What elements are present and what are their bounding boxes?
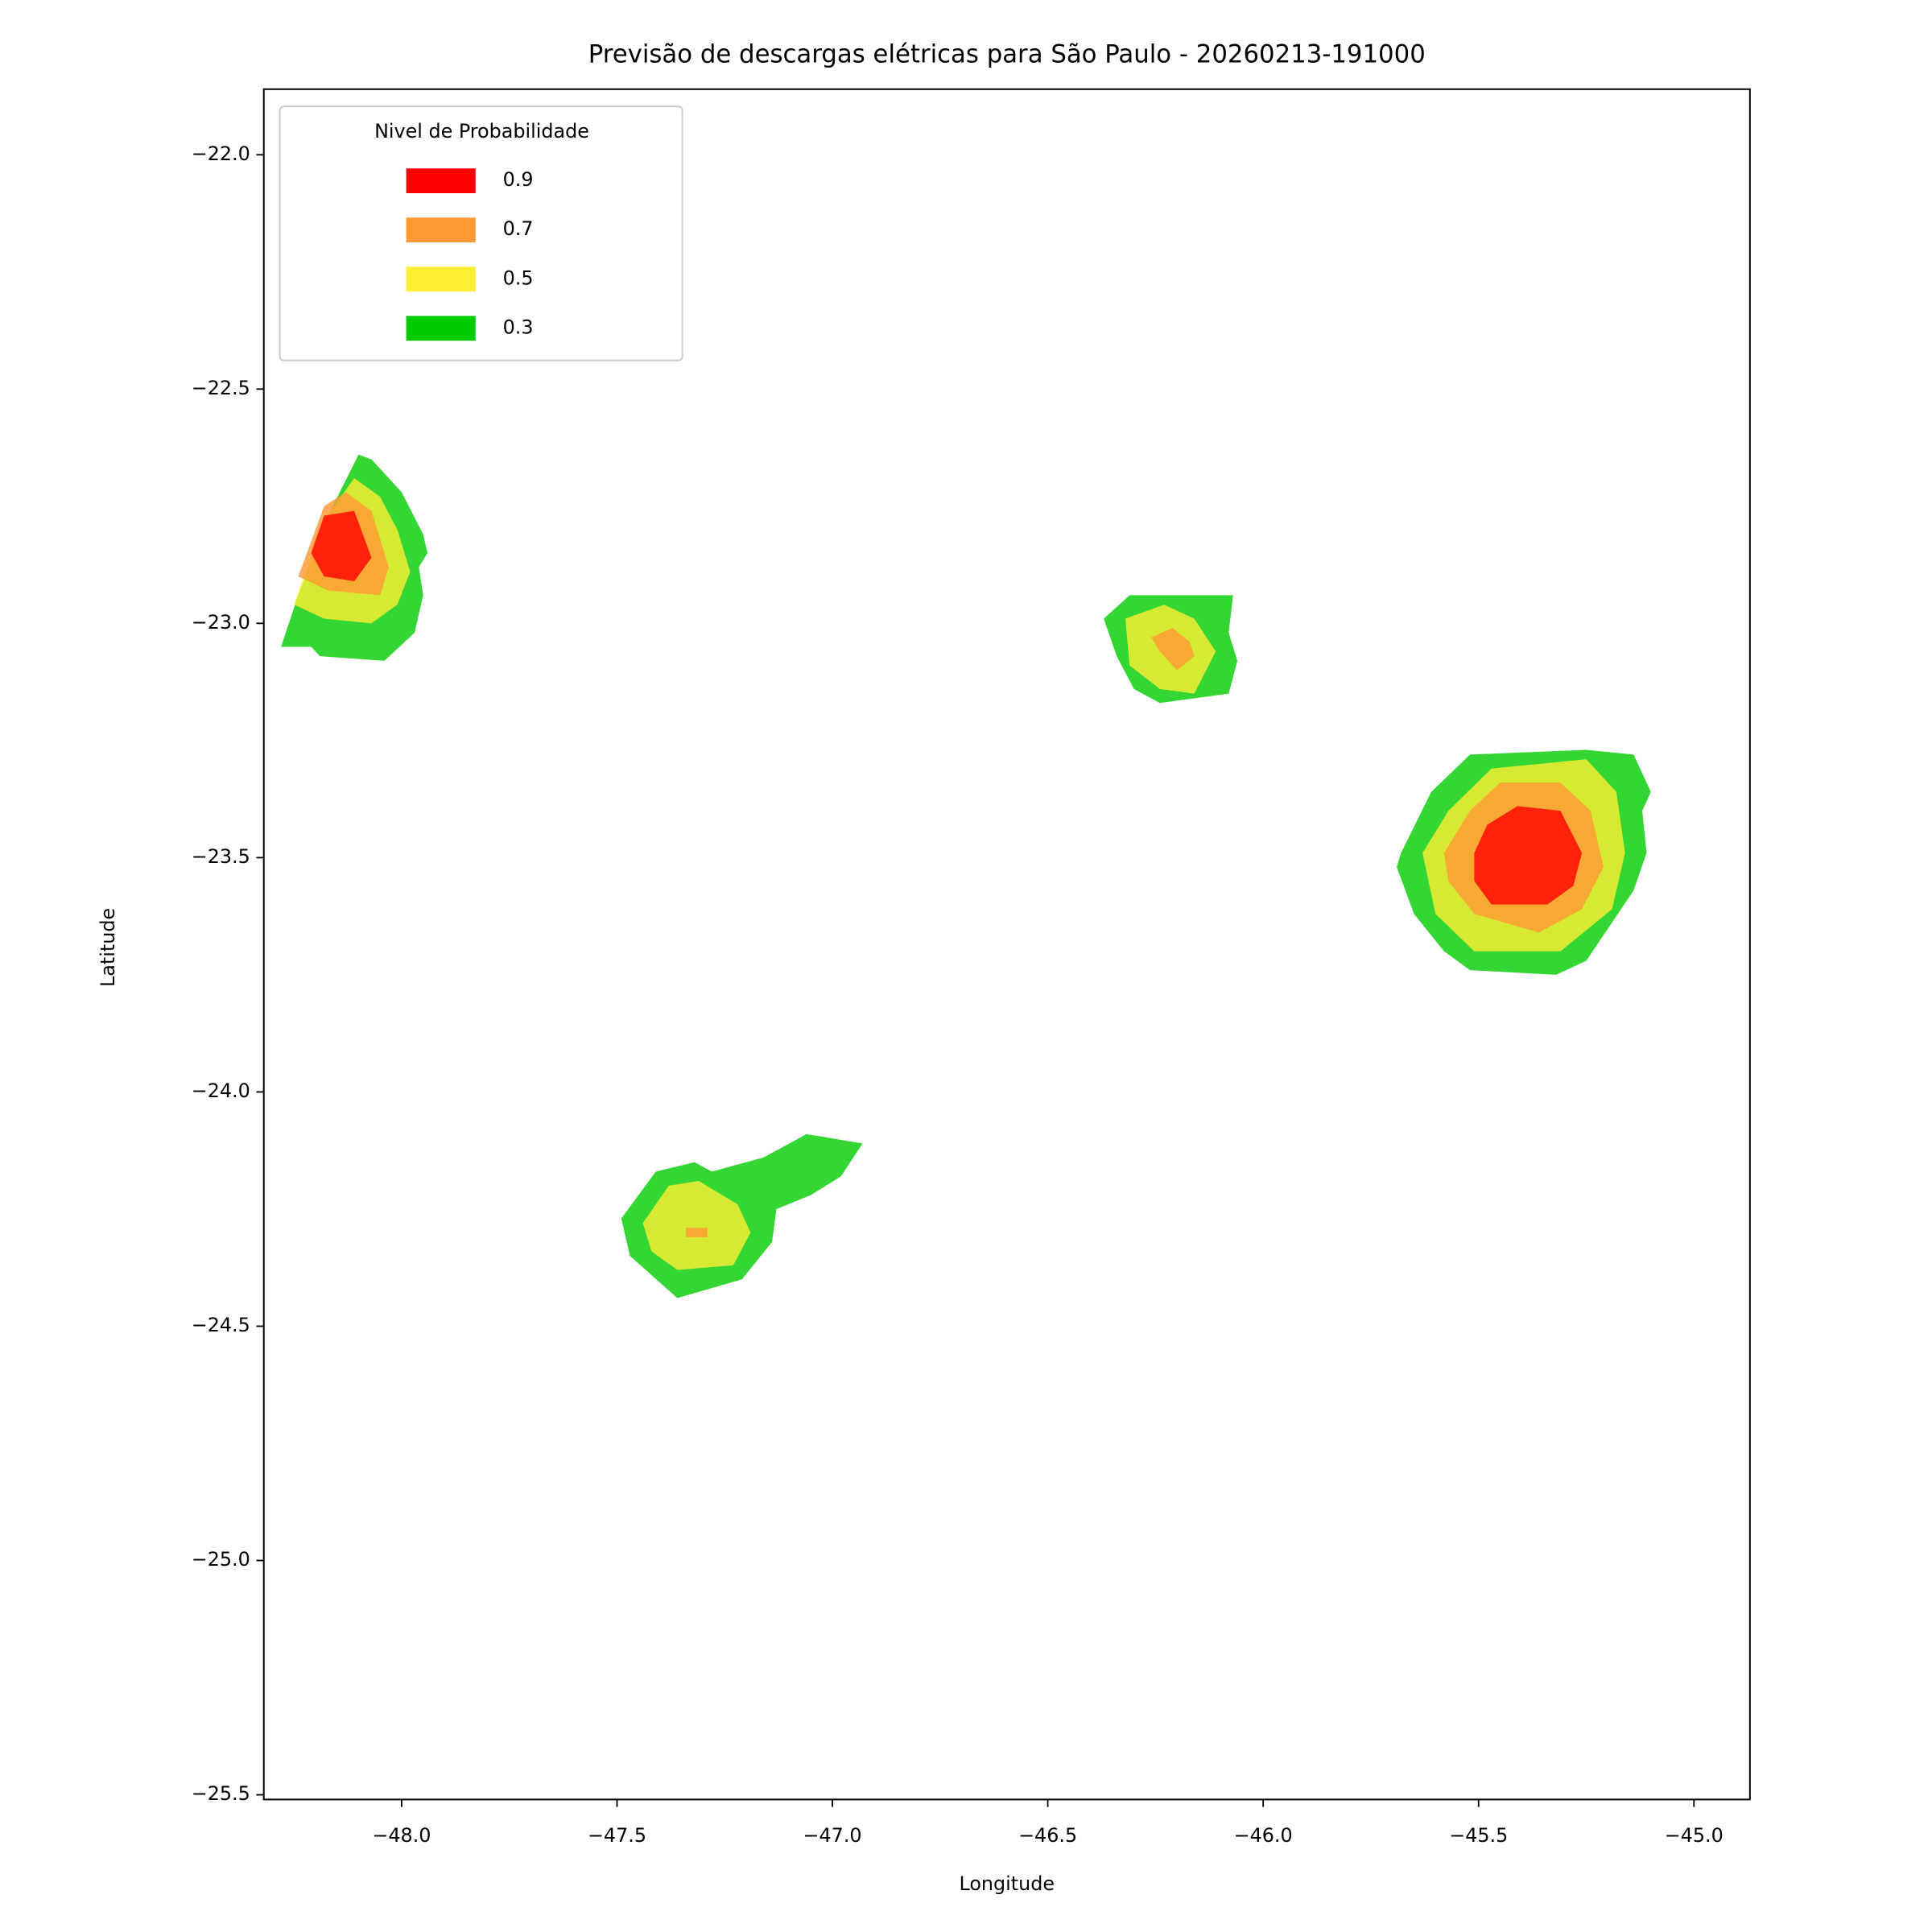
x-tick-label: −45.5 <box>1449 1824 1508 1847</box>
contour-region <box>1474 806 1583 905</box>
legend-swatch <box>406 266 476 292</box>
chart-title: Previsão de descargas elétricas para São… <box>588 40 1426 69</box>
y-tick-label: −25.0 <box>192 1548 250 1571</box>
x-tick-label: −46.5 <box>1018 1824 1077 1847</box>
legend-label: 0.5 <box>503 266 534 289</box>
contour-region <box>642 1181 751 1270</box>
legend-label: 0.9 <box>503 168 534 191</box>
legend-swatch <box>406 168 476 193</box>
legend-label: 0.3 <box>503 316 534 338</box>
y-tick-label: −24.5 <box>192 1314 250 1336</box>
legend-title: Nivel de Probabilidade <box>374 120 589 142</box>
x-tick-label: −48.0 <box>372 1824 431 1847</box>
contour-region <box>311 510 372 581</box>
x-tick-label: −45.0 <box>1665 1824 1724 1847</box>
y-tick-label: −23.5 <box>192 845 250 868</box>
y-tick-label: −22.0 <box>192 142 250 165</box>
y-axis-label: Latitude <box>97 908 119 987</box>
x-tick-label: −47.0 <box>803 1824 862 1847</box>
legend-swatch <box>406 316 476 341</box>
y-tick-label: −25.5 <box>192 1782 250 1805</box>
legend-label: 0.7 <box>503 217 534 240</box>
contour-region <box>1151 628 1195 671</box>
y-tick-label: −24.0 <box>192 1080 250 1102</box>
y-tick-label: −23.0 <box>192 611 250 634</box>
y-tick-label: −22.5 <box>192 377 250 399</box>
x-axis-label: Longitude <box>960 1872 1055 1895</box>
legend-box <box>279 105 683 361</box>
x-tick-label: −46.0 <box>1234 1824 1293 1847</box>
contour-region <box>686 1228 708 1237</box>
x-tick-label: −47.5 <box>588 1824 646 1847</box>
axes-frame <box>262 88 1751 1801</box>
legend-swatch <box>406 217 476 243</box>
